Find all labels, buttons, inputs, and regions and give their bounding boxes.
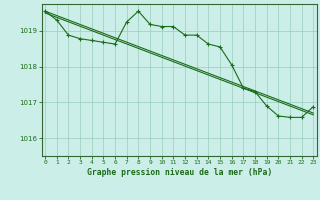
X-axis label: Graphe pression niveau de la mer (hPa): Graphe pression niveau de la mer (hPa) — [87, 168, 272, 177]
